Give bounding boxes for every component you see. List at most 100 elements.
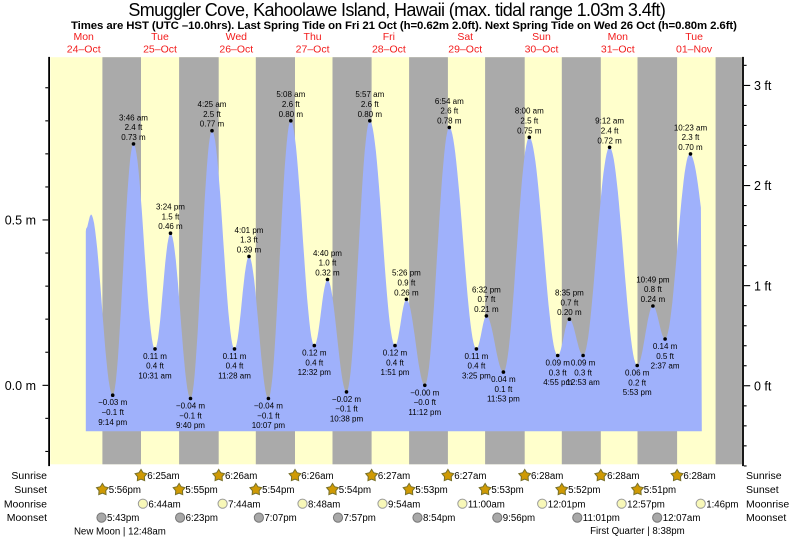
svg-text:0.8 ft: 0.8 ft [644,285,663,294]
svg-text:10:23 am: 10:23 am [674,123,708,132]
svg-text:Moonrise: Moonrise [746,498,789,510]
svg-text:5:08 am: 5:08 am [276,90,305,99]
svg-text:−0.1 ft: −0.1 ft [257,411,280,420]
svg-text:31–Oct: 31–Oct [601,44,635,56]
svg-text:0.0 m: 0.0 m [5,379,36,393]
svg-text:0.3 ft: 0.3 ft [549,368,568,377]
svg-text:Sunrise: Sunrise [11,470,47,482]
svg-text:7:07pm: 7:07pm [264,513,296,524]
svg-text:0.70 m: 0.70 m [678,143,703,152]
svg-text:4:01 pm: 4:01 pm [235,226,264,235]
svg-text:0.4 ft: 0.4 ft [305,358,324,367]
svg-text:6:32 pm: 6:32 pm [472,285,501,294]
svg-text:Fri: Fri [383,31,395,43]
svg-text:10:38 pm: 10:38 pm [330,415,364,424]
svg-text:11:53 pm: 11:53 pm [487,395,520,404]
svg-text:12:57pm: 12:57pm [627,499,665,510]
svg-text:4:40 pm: 4:40 pm [313,249,342,258]
svg-text:Tue: Tue [151,31,169,43]
svg-text:10:07 pm: 10:07 pm [252,421,286,430]
svg-text:Wed: Wed [226,31,248,43]
svg-text:9:40 pm: 9:40 pm [176,421,205,430]
svg-text:0.80 m: 0.80 m [358,110,383,119]
svg-text:12:01pm: 12:01pm [548,499,586,510]
svg-text:5:53pm: 5:53pm [415,485,447,496]
svg-text:9:56pm: 9:56pm [503,513,535,524]
svg-text:2:37 am: 2:37 am [651,362,680,371]
svg-text:0.12 m: 0.12 m [383,349,408,358]
svg-text:30–Oct: 30–Oct [525,44,559,56]
svg-text:5:52pm: 5:52pm [568,485,600,496]
svg-text:5:56pm: 5:56pm [109,485,141,496]
svg-text:9:14 pm: 9:14 pm [98,418,127,427]
svg-text:0.3 ft: 0.3 ft [574,368,593,377]
svg-text:1.5 ft: 1.5 ft [162,212,181,221]
svg-text:5:53 pm: 5:53 pm [623,388,652,397]
svg-text:Tue: Tue [685,31,703,43]
svg-text:0.09 m: 0.09 m [571,359,596,368]
svg-text:24–Oct: 24–Oct [67,44,101,56]
svg-text:0.11 m: 0.11 m [223,352,247,361]
svg-text:0.77 m: 0.77 m [200,120,225,129]
svg-text:0.80 m: 0.80 m [279,110,304,119]
svg-text:6:44am: 6:44am [148,499,180,510]
svg-text:5:54pm: 5:54pm [262,485,294,496]
svg-text:0.75 m: 0.75 m [517,126,542,135]
svg-text:8:35 pm: 8:35 pm [555,289,584,298]
svg-text:0 ft: 0 ft [754,379,772,393]
svg-text:1:51 pm: 1:51 pm [381,368,410,377]
svg-text:Times are HST (UTC –10.0hrs).: Times are HST (UTC –10.0hrs). Last Sprin… [71,20,737,32]
svg-text:5:43pm: 5:43pm [107,513,139,524]
svg-text:1 ft: 1 ft [754,279,772,293]
svg-text:0.09 m: 0.09 m [545,359,570,368]
svg-text:10:49 pm: 10:49 pm [636,275,670,284]
svg-text:10:31 am: 10:31 am [138,372,172,381]
svg-text:0.26 m: 0.26 m [394,288,419,297]
svg-text:5:57 am: 5:57 am [355,90,384,99]
svg-text:12:53 am: 12:53 am [566,378,600,387]
svg-text:5:55pm: 5:55pm [185,485,217,496]
svg-text:3:25 pm: 3:25 pm [462,372,491,381]
svg-text:2.5 ft: 2.5 ft [520,117,539,126]
svg-text:0.39 m: 0.39 m [237,245,262,254]
svg-text:6:28am: 6:28am [531,471,563,482]
svg-text:0.4 ft: 0.4 ft [226,362,245,371]
svg-text:5:54pm: 5:54pm [339,485,371,496]
svg-text:0.5 m: 0.5 m [5,214,36,228]
svg-text:Sat: Sat [457,31,473,43]
svg-text:1.0 ft: 1.0 ft [319,259,338,268]
svg-text:27–Oct: 27–Oct [296,44,330,56]
svg-text:01–Nov: 01–Nov [676,44,713,56]
svg-text:−0.04 m: −0.04 m [176,402,205,411]
svg-text:2.6 ft: 2.6 ft [440,107,459,116]
svg-text:Sunset: Sunset [746,484,779,496]
svg-text:6:54 am: 6:54 am [435,97,464,106]
svg-text:6:28am: 6:28am [607,471,639,482]
svg-text:3:46 am: 3:46 am [119,113,148,122]
svg-text:6:23pm: 6:23pm [186,513,218,524]
svg-text:0.4 ft: 0.4 ft [468,362,487,371]
svg-text:0.73 m: 0.73 m [121,133,146,142]
svg-text:2.3 ft: 2.3 ft [682,133,701,142]
svg-text:Mon: Mon [73,31,94,43]
svg-text:Sun: Sun [532,31,551,43]
svg-text:25–Oct: 25–Oct [143,44,177,56]
svg-text:12:07am: 12:07am [663,513,701,524]
svg-text:0.5 ft: 0.5 ft [656,352,675,361]
svg-text:0.7 ft: 0.7 ft [478,295,497,304]
svg-text:0.4 ft: 0.4 ft [386,358,405,367]
svg-text:7:44am: 7:44am [228,499,260,510]
svg-text:0.20 m: 0.20 m [557,308,582,317]
svg-text:4:55 pm: 4:55 pm [543,378,572,387]
svg-text:11:00am: 11:00am [468,499,505,510]
svg-text:Moonset: Moonset [7,512,47,524]
svg-text:0.7 ft: 0.7 ft [561,298,580,307]
svg-text:1:46pm: 1:46pm [706,499,738,510]
svg-text:−0.04 m: −0.04 m [254,402,283,411]
svg-text:0.9 ft: 0.9 ft [398,279,417,288]
svg-text:Sunrise: Sunrise [746,470,782,482]
svg-text:2 ft: 2 ft [754,179,772,193]
svg-text:−0.1 ft: −0.1 ft [101,408,124,417]
svg-text:8:48am: 8:48am [308,499,340,510]
svg-text:4:25 am: 4:25 am [198,100,227,109]
